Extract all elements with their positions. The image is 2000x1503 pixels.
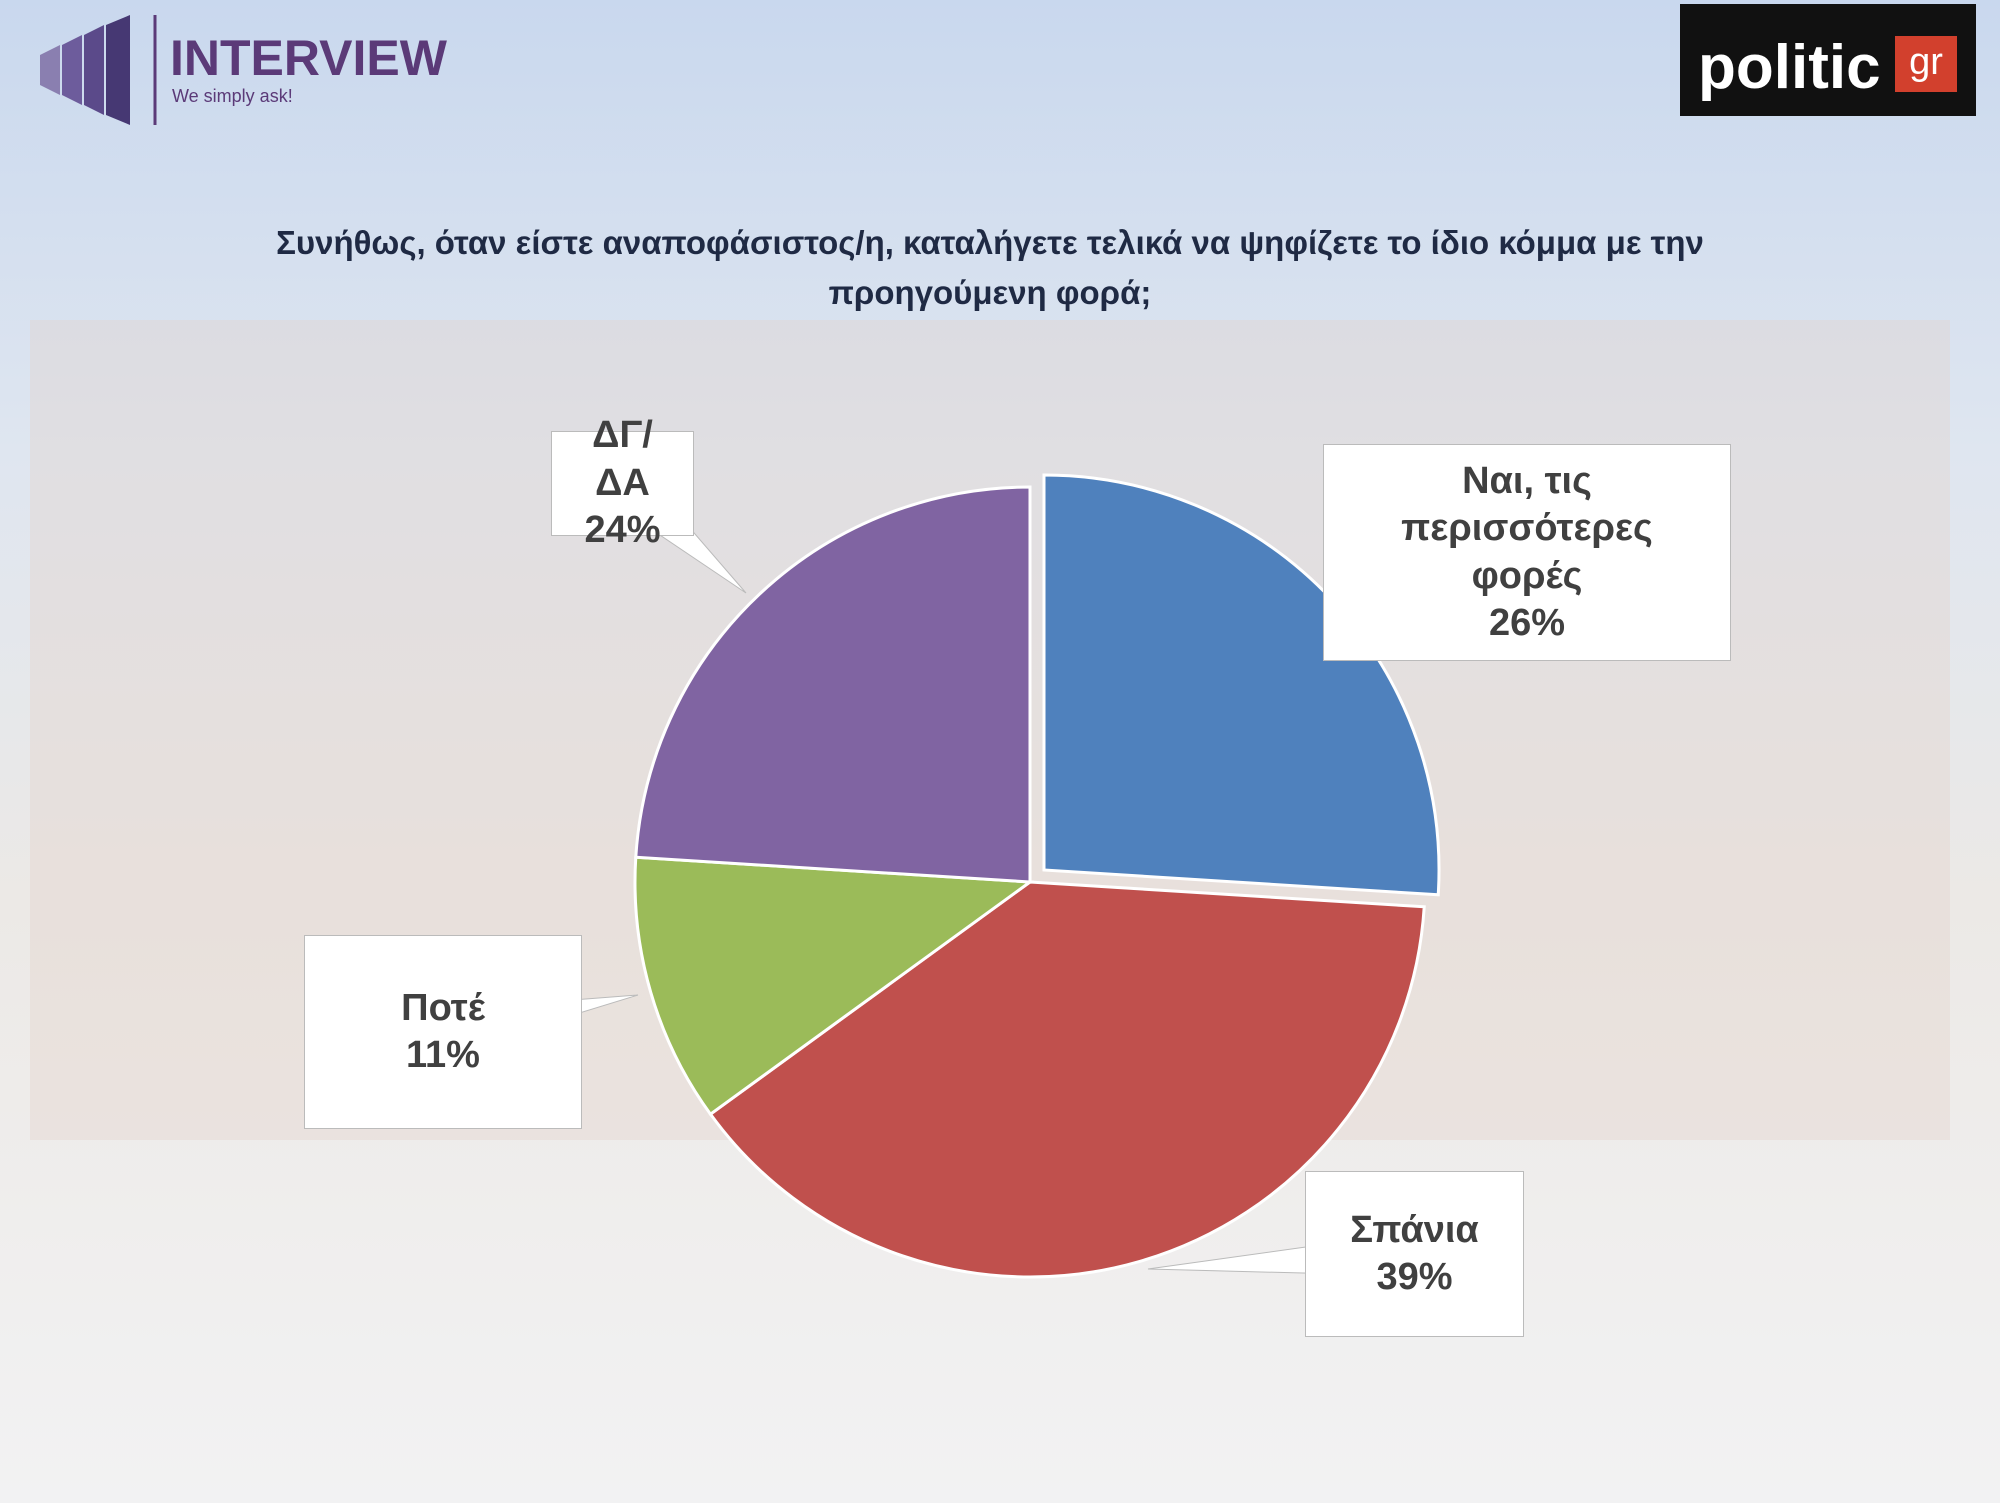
tagline: We simply ask! [172,86,293,106]
brand: INTERVIEW [170,30,448,86]
site-suffix-box [1895,36,1957,92]
pie-slice [634,485,1032,884]
value-label: 26% [1488,602,1566,644]
data-label: Σπάνια 39% [1305,1171,1524,1337]
value-label: 24% [584,509,661,552]
category-label: ΔΓ/ΔΑ [592,414,653,504]
category-label: Σπάνια [1350,1208,1479,1251]
data-label: Ποτέ 11% [304,935,582,1129]
data-label: ΔΓ/ΔΑ 24% [551,414,694,551]
value-label: 39% [1376,1256,1453,1298]
chart-title: Συνήθως, όταν είστε αναποφάσιστος/η, κατ… [276,224,1704,311]
pie-slice [708,880,1426,1279]
data-label: Ναι, τις περισσότερες φορές 26% [1323,444,1731,661]
category-label: Ποτέ [401,986,485,1029]
pie-slice [633,855,1035,1117]
category-label: Ναι, τις περισσότερες φορές [1401,459,1653,597]
site-logo: politic [1698,33,1881,102]
site-suffix: gr [1909,41,1943,83]
interview-icon [40,15,157,125]
value-label: 11% [406,1034,480,1076]
